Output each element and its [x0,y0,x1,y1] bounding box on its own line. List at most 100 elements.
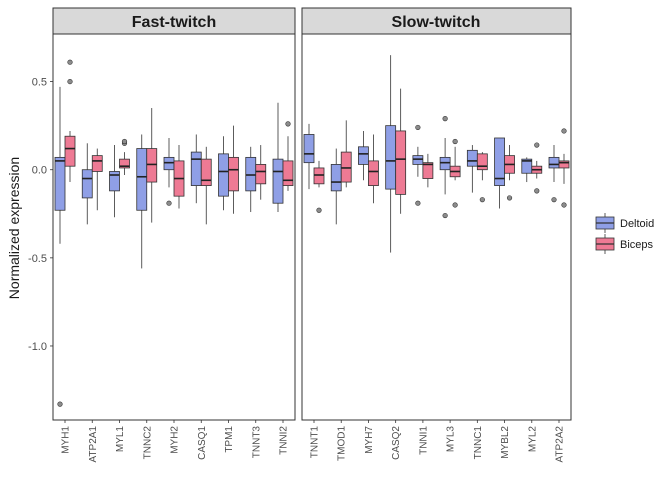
legend-item-biceps: Biceps [595,234,654,254]
x-tick-label: TNNC2 [142,426,153,460]
box-body [422,162,434,179]
box-myl1-deltoid [109,145,120,218]
panel-boxes [54,59,294,407]
x-tick-label: TNNC1 [473,426,484,460]
box-casq1-biceps [200,146,212,225]
y-tick-label: -1.0 [28,341,47,353]
box-tmod1-biceps [340,120,352,188]
box-body [368,160,379,186]
y-axis-label: Normalized expression [6,157,22,299]
outlier-point [506,195,513,201]
panel-boxes [303,55,570,253]
box-myl2-biceps [531,142,543,194]
box-body [303,134,315,164]
x-tick-label: CASQ1 [197,426,208,460]
box-body [190,151,202,186]
box-body [395,130,407,195]
y-tick-label: 0.0 [32,165,47,177]
box-myh7-biceps [368,134,379,204]
box-tnnc2-deltoid [136,134,148,269]
box-body [119,158,130,169]
y-axis: 0.5 0.0 -0.5 -1.0 [28,77,53,353]
outlier-point [534,188,540,194]
box-casq2-biceps [395,88,407,214]
box-atp2a1-biceps [91,148,103,211]
box-body [64,135,76,167]
box-myh7-deltoid [358,130,369,181]
box-body [340,151,352,183]
panel-title: Slow-twitch [392,14,481,31]
outlier-point [121,138,128,145]
x-tick-label: TPM1 [224,426,235,453]
box-body [439,156,451,171]
box-body [272,158,284,204]
legend-label-deltoid: Deltoid [620,218,654,230]
outlier-point [442,212,448,219]
x-tick-label: MYH1 [61,426,72,454]
box-body [245,156,257,192]
box-body [146,148,158,183]
outlier-point [442,116,448,122]
box-body [548,156,560,169]
box-body [218,153,229,197]
panel-strip [52,7,296,35]
box-body [466,149,478,167]
box-tpm1-biceps [228,125,239,214]
box-body [330,164,342,192]
box-body [385,125,397,190]
box-atp2a1-deltoid [81,143,93,225]
x-tick-label: MYL1 [115,426,126,453]
outlier-point [561,128,567,134]
outlier-point [452,138,458,145]
box-tnni2-biceps [282,121,294,191]
legend-label-biceps: Biceps [620,239,654,251]
x-tick-label: CASQ2 [391,426,402,460]
outlier-point [452,202,458,208]
box-myh1-deltoid [54,86,66,407]
box-tnnt3-biceps [255,145,267,200]
outlier-point [67,78,73,85]
box-atp2a2-deltoid [548,145,560,203]
x-tick-label: TNNT3 [251,426,262,459]
box-myh2-deltoid [163,137,175,206]
box-tnnt1-deltoid [303,123,315,190]
x-tick-label: TNNI2 [279,426,290,455]
x-tick-label: MYBL2 [500,426,511,459]
box-body [54,156,66,211]
y-tick-label: -0.5 [28,253,47,265]
outlier-point [166,200,172,206]
outlier-point [479,197,485,203]
box-myl3-deltoid [439,116,451,219]
x-tick-label: TNNT1 [310,426,321,459]
box-atp2a2-biceps [558,128,570,208]
box-myl3-biceps [449,138,461,208]
outlier-point [57,401,63,407]
box-tnnc2-biceps [146,108,158,223]
panel-frame [52,33,296,421]
box-myh2-biceps [173,145,185,209]
x-tick-label: ATP2A1 [88,426,99,463]
x-tick-label: MYL3 [446,426,457,453]
box-body [81,169,93,199]
box-body [200,158,212,186]
outlier-point [67,59,73,65]
outlier-point [316,207,322,213]
x-tick-labels: TNNT1 TMOD1 MYH7 CASQ2 TNNI1 MYL3 TNNC1 MYBL2 MY… [310,420,566,463]
panel-slow-twitch: Slow-twitch TNNT1 TMOD1 MYH7 CASQ2 TNNI1 MYL3… [301,7,572,463]
outlier-point [534,142,540,148]
box-body [282,160,294,186]
box-myh1-biceps [64,59,76,183]
x-tick-label: TNNI1 [418,426,429,455]
outlier-point [561,202,567,208]
box-body [255,164,267,185]
panel-fast-twitch: Fast-twitch MYH1 ATP2A1 MYL1 TNNC2 MYH2 CASQ1… [52,7,296,463]
box-body [476,153,488,171]
outlier-point [551,197,557,203]
legend-item-deltoid: Deltoid [595,213,654,233]
box-tnni1-deltoid [412,124,424,206]
box-body [91,155,103,172]
box-tnni1-biceps [422,153,434,188]
box-body [358,146,369,165]
